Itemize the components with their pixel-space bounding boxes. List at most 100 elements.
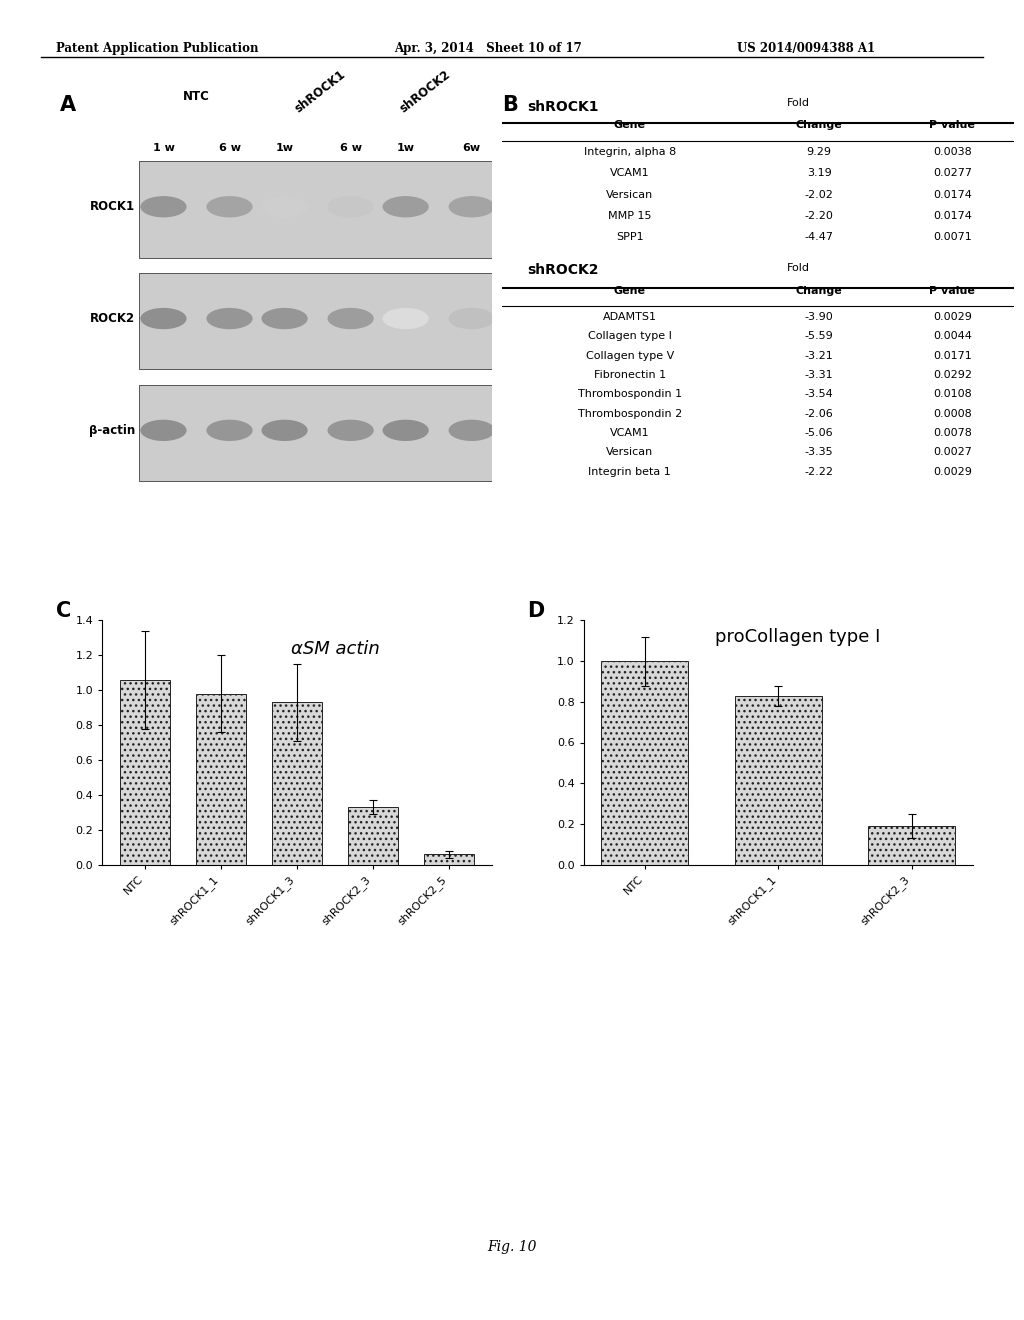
Text: proCollagen type I: proCollagen type I (715, 628, 881, 645)
Text: shROCK2: shROCK2 (397, 67, 454, 115)
Text: C: C (56, 601, 72, 620)
Ellipse shape (328, 197, 374, 218)
Text: 0.0029: 0.0029 (933, 466, 972, 477)
Text: A: A (60, 95, 76, 115)
Text: -3.31: -3.31 (805, 370, 834, 380)
Text: 6 w: 6 w (340, 144, 361, 153)
Text: VCAM1: VCAM1 (610, 428, 649, 438)
Bar (139, 273, 492, 370)
Text: Gene: Gene (613, 285, 646, 296)
Ellipse shape (383, 308, 429, 329)
Text: Integrin, alpha 8: Integrin, alpha 8 (584, 147, 676, 157)
Ellipse shape (261, 308, 307, 329)
Text: -2.02: -2.02 (805, 190, 834, 199)
Text: -2.06: -2.06 (805, 409, 834, 418)
Text: 0.0008: 0.0008 (933, 409, 972, 418)
Text: Change: Change (796, 120, 843, 131)
Text: 0.0044: 0.0044 (933, 331, 972, 342)
Text: 0.0292: 0.0292 (933, 370, 972, 380)
Bar (424, 854, 474, 865)
Ellipse shape (140, 420, 186, 441)
Bar (139, 161, 492, 257)
Text: 1w: 1w (275, 144, 294, 153)
Ellipse shape (261, 420, 307, 441)
Text: shROCK2: shROCK2 (527, 263, 599, 277)
Text: Thrombospondin 1: Thrombospondin 1 (578, 389, 682, 399)
Ellipse shape (449, 308, 495, 329)
Bar (139, 384, 492, 482)
Ellipse shape (383, 420, 429, 441)
Text: -3.35: -3.35 (805, 447, 834, 457)
Text: Thrombospondin 2: Thrombospondin 2 (578, 409, 682, 418)
Text: Collagen type V: Collagen type V (586, 351, 674, 360)
Text: -5.59: -5.59 (805, 331, 834, 342)
Text: US 2014/0094388 A1: US 2014/0094388 A1 (737, 42, 876, 55)
Ellipse shape (449, 197, 495, 218)
Text: shROCK1: shROCK1 (292, 67, 348, 115)
Text: Fig. 10: Fig. 10 (487, 1241, 537, 1254)
Ellipse shape (207, 308, 253, 329)
Text: 3.19: 3.19 (807, 168, 831, 178)
Ellipse shape (328, 308, 374, 329)
Text: -2.20: -2.20 (805, 211, 834, 220)
Text: ROCK1: ROCK1 (90, 201, 135, 214)
Text: Versican: Versican (606, 190, 653, 199)
Bar (348, 807, 397, 865)
Text: D: D (527, 601, 545, 620)
Text: Apr. 3, 2014   Sheet 10 of 17: Apr. 3, 2014 Sheet 10 of 17 (394, 42, 582, 55)
Text: 6 w: 6 w (218, 144, 241, 153)
Text: -3.90: -3.90 (805, 312, 834, 322)
Ellipse shape (140, 197, 186, 218)
Text: 0.0027: 0.0027 (933, 447, 972, 457)
Text: P value: P value (930, 120, 975, 131)
Bar (272, 702, 322, 865)
Text: Gene: Gene (613, 120, 646, 131)
Text: 0.0029: 0.0029 (933, 312, 972, 322)
Text: 0.0078: 0.0078 (933, 428, 972, 438)
Text: Collagen type I: Collagen type I (588, 331, 672, 342)
Text: αSM actin: αSM actin (292, 640, 380, 657)
Text: B: B (502, 95, 518, 115)
Text: 1w: 1w (396, 144, 415, 153)
Ellipse shape (207, 197, 253, 218)
Bar (601, 661, 688, 865)
Text: P value: P value (930, 285, 975, 296)
Text: 0.0038: 0.0038 (933, 147, 972, 157)
Text: -2.22: -2.22 (805, 466, 834, 477)
Text: 0.0108: 0.0108 (933, 389, 972, 399)
Text: ADAMTS1: ADAMTS1 (603, 312, 656, 322)
Text: 0.0171: 0.0171 (933, 351, 972, 360)
Text: Fold: Fold (787, 98, 810, 108)
Text: shROCK1: shROCK1 (527, 100, 599, 114)
Text: -5.06: -5.06 (805, 428, 834, 438)
Text: Versican: Versican (606, 447, 653, 457)
Text: 0.0174: 0.0174 (933, 190, 972, 199)
Text: -3.21: -3.21 (805, 351, 834, 360)
Bar (197, 694, 246, 865)
Ellipse shape (328, 420, 374, 441)
Text: -4.47: -4.47 (805, 232, 834, 243)
Bar (120, 680, 170, 865)
Text: Change: Change (796, 285, 843, 296)
Ellipse shape (449, 420, 495, 441)
Text: NTC: NTC (183, 90, 210, 103)
Text: 1 w: 1 w (153, 144, 174, 153)
Text: -3.54: -3.54 (805, 389, 834, 399)
Text: VCAM1: VCAM1 (610, 168, 649, 178)
Ellipse shape (207, 420, 253, 441)
Text: 0.0174: 0.0174 (933, 211, 972, 220)
Text: SPP1: SPP1 (616, 232, 643, 243)
Text: 9.29: 9.29 (807, 147, 831, 157)
Text: Fold: Fold (787, 263, 810, 273)
Ellipse shape (383, 197, 429, 218)
Text: β-actin: β-actin (89, 424, 135, 437)
Text: 6w: 6w (463, 144, 481, 153)
Text: 0.0277: 0.0277 (933, 168, 972, 178)
Text: ROCK2: ROCK2 (90, 312, 135, 325)
Ellipse shape (261, 197, 307, 218)
Text: Fibronectin 1: Fibronectin 1 (594, 370, 666, 380)
Text: MMP 15: MMP 15 (608, 211, 651, 220)
Text: 0.0071: 0.0071 (933, 232, 972, 243)
Ellipse shape (140, 308, 186, 329)
Text: Patent Application Publication: Patent Application Publication (56, 42, 259, 55)
